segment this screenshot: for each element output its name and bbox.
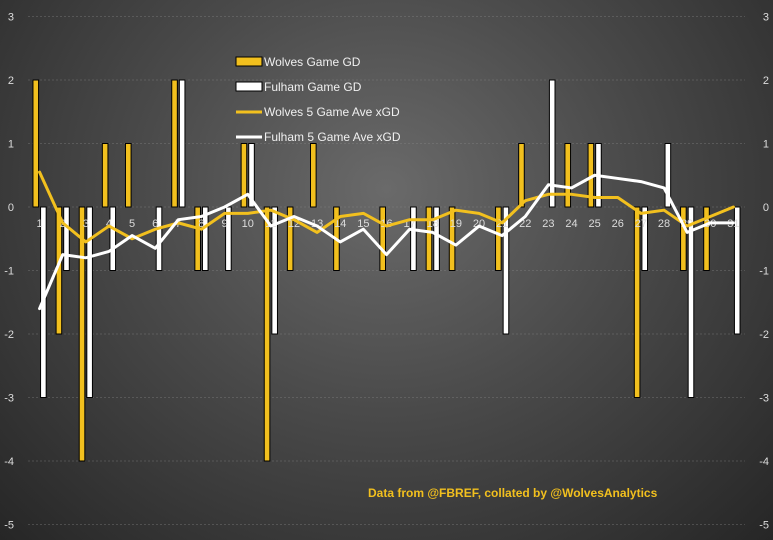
x-tick-27: 27 <box>635 218 647 230</box>
x-tick-28: 28 <box>658 218 670 230</box>
y-tick-left--5: -5 <box>4 520 14 532</box>
y-tick-right-2: 2 <box>763 75 769 87</box>
bar-fulham-8 <box>201 206 209 271</box>
bar-wolves-12 <box>286 206 294 271</box>
legend-swatch-1 <box>235 81 263 92</box>
line-wolves-xgd <box>38 170 735 244</box>
y-tick-right-0: 0 <box>763 202 769 214</box>
x-tick-10: 10 <box>242 218 254 230</box>
bar-wolves-11 <box>263 206 271 462</box>
y-tick-left-1: 1 <box>8 139 14 151</box>
x-tick-9: 9 <box>222 218 228 230</box>
bar-fulham-9 <box>225 206 232 271</box>
gridlines <box>28 16 745 525</box>
bar-fulham-23 <box>548 79 556 208</box>
y-tick-right--3: -3 <box>759 393 769 405</box>
bar-wolves-1 <box>32 79 40 208</box>
y-tick-left-0: 0 <box>8 202 14 214</box>
x-tick-8: 8 <box>198 218 204 230</box>
y-tick-right-3: 3 <box>763 12 769 24</box>
y-tick-left--2: -2 <box>4 329 14 341</box>
legend: Wolves Game GD Fulham Game GD Wolves 5 Gam… <box>235 55 401 144</box>
bar-wolves-7 <box>171 79 178 208</box>
y-tick-right--1: -1 <box>759 266 769 278</box>
bar-wolves-8 <box>194 206 201 271</box>
y-axis-left-ticks: -5 -4 -3 -2 -1 0 1 2 3 <box>4 12 14 532</box>
bar-wolves-22 <box>518 143 525 208</box>
x-tick-4: 4 <box>106 218 112 230</box>
x-tick-16: 16 <box>380 218 392 230</box>
y-tick-right--2: -2 <box>759 329 769 341</box>
bar-fulham-29 <box>687 206 695 398</box>
bar-wolves-19 <box>448 206 456 271</box>
y-tick-left-3: 3 <box>8 12 14 24</box>
y-tick-right--4: -4 <box>759 456 769 468</box>
bar-fulham-31 <box>733 206 741 335</box>
y-tick-right--5: -5 <box>759 520 769 532</box>
bar-wolves-30 <box>703 206 710 271</box>
bar-fulham-6 <box>155 206 163 271</box>
bar-wolves-10 <box>240 143 248 208</box>
bar-wolves-5 <box>124 143 132 208</box>
bar-fulham-27 <box>641 206 649 271</box>
bar-wolves-27 <box>633 206 641 398</box>
bar-fulham-10 <box>248 143 255 208</box>
x-axis-ticks: 1 2 3 4 5 6 7 8 9 10 11 12 13 14 15 16 17 18 19 20 21 22 23 24 2… <box>37 218 740 230</box>
legend-label-3: Fulham 5 Game Ave xGD <box>264 130 401 144</box>
x-tick-5: 5 <box>129 218 135 230</box>
x-tick-15: 15 <box>357 218 369 230</box>
bar-fulham-7 <box>178 79 186 208</box>
legend-label-0: Wolves Game GD <box>264 55 361 69</box>
x-tick-26: 26 <box>612 218 624 230</box>
y-axis-right-ticks: -5 -4 -3 -2 -1 0 1 2 3 <box>759 12 769 532</box>
line-fulham-xgd <box>38 173 735 311</box>
bar-wolves-4 <box>101 143 109 208</box>
x-tick-22: 22 <box>519 218 531 230</box>
bar-fulham-21 <box>502 206 510 335</box>
legend-label-2: Wolves 5 Game Ave xGD <box>264 105 400 119</box>
bar-fulham-11 <box>271 206 278 335</box>
x-tick-23: 23 <box>542 218 554 230</box>
bar-wolves-18 <box>425 206 433 271</box>
bar-wolves-24 <box>564 143 572 208</box>
lines <box>38 170 735 311</box>
x-tick-14: 14 <box>334 218 346 230</box>
bar-fulham-18 <box>433 206 440 271</box>
bar-wolves-3 <box>78 206 86 462</box>
bar-fulham-4 <box>109 206 117 271</box>
y-tick-left-2: 2 <box>8 75 14 87</box>
y-tick-left--1: -1 <box>4 266 14 278</box>
y-tick-left--4: -4 <box>4 456 14 468</box>
bar-wolves-13 <box>310 143 317 208</box>
bar-fulham-3 <box>86 206 93 398</box>
x-tick-6: 6 <box>152 218 158 230</box>
bar-fulham-28 <box>664 143 672 208</box>
x-tick-19: 19 <box>450 218 462 230</box>
legend-swatch-0 <box>235 56 263 67</box>
y-tick-right-1: 1 <box>763 139 769 151</box>
x-tick-1: 1 <box>37 218 43 230</box>
x-tick-25: 25 <box>589 218 601 230</box>
x-tick-3: 3 <box>83 218 89 230</box>
bar-wolves-16 <box>379 206 386 271</box>
bar-fulham-2 <box>63 206 70 271</box>
bars <box>32 79 741 462</box>
bar-wolves-29 <box>680 206 687 271</box>
source-annotation: Data from @FBREF, collated by @WolvesAna… <box>368 486 658 500</box>
x-tick-24: 24 <box>565 218 577 230</box>
bar-fulham-17 <box>410 206 417 271</box>
legend-label-1: Fulham Game GD <box>264 80 362 94</box>
y-tick-left--3: -3 <box>4 393 14 405</box>
bar-wolves-21 <box>495 206 502 271</box>
